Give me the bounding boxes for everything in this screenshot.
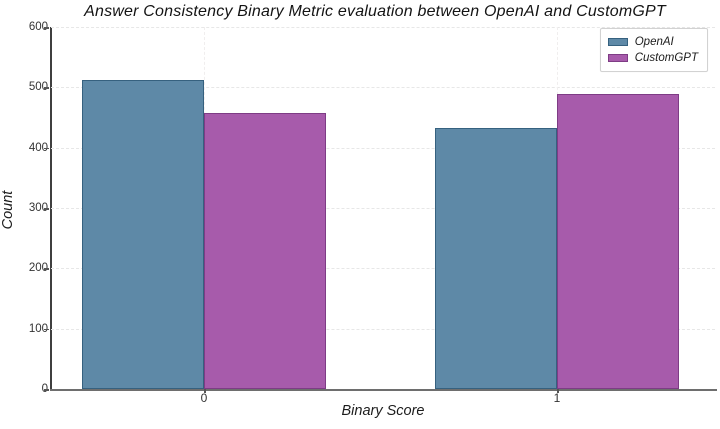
gridline-y-600 bbox=[51, 27, 715, 28]
y-tick-mark-300 bbox=[44, 208, 49, 210]
legend: OpenAI CustomGPT bbox=[599, 28, 708, 72]
x-tick-label-1: 1 bbox=[553, 391, 561, 405]
plot-area bbox=[50, 27, 717, 391]
y-tick-mark-400 bbox=[44, 147, 49, 150]
y-tick-label-500: 500 bbox=[28, 81, 48, 94]
y-tick-mark-500 bbox=[44, 87, 49, 89]
gridline-y-500 bbox=[51, 87, 715, 89]
legend-label-openai: OpenAI bbox=[634, 36, 674, 48]
legend-swatch-openai bbox=[607, 38, 628, 46]
legend-swatch-customgpt bbox=[607, 54, 628, 62]
legend-label-customgpt: CustomGPT bbox=[634, 52, 698, 64]
gridline-y-300 bbox=[51, 208, 715, 209]
y-tick-mark-0 bbox=[44, 389, 49, 391]
y-tick-label-200: 200 bbox=[28, 262, 48, 275]
y-tick-label-100: 100 bbox=[28, 322, 48, 335]
bar-openai-1 bbox=[435, 128, 557, 389]
chart-title: Answer Consistency Binary Metric evaluat… bbox=[84, 3, 666, 20]
gridline-y-200 bbox=[51, 268, 715, 270]
y-tick-label-300: 300 bbox=[28, 202, 48, 214]
y-tick-label-600: 600 bbox=[28, 21, 48, 33]
x-tick-label-0: 0 bbox=[200, 391, 208, 405]
legend-item-customgpt: CustomGPT bbox=[607, 50, 698, 66]
x-tick-mark-1 bbox=[557, 389, 559, 393]
y-tick-mark-100 bbox=[44, 328, 49, 331]
bar-customgpt-1 bbox=[557, 94, 679, 389]
gridline-y-400 bbox=[51, 147, 715, 149]
bar-openai-0 bbox=[82, 79, 204, 389]
y-tick-mark-200 bbox=[44, 268, 49, 270]
x-axis-spine bbox=[50, 389, 717, 391]
legend-item-openai: OpenAI bbox=[607, 34, 698, 50]
bar-customgpt-0 bbox=[204, 113, 326, 389]
gridline-y-100 bbox=[51, 328, 715, 330]
y-tick-label-0: 0 bbox=[8, 383, 48, 395]
y-tick-label-400: 400 bbox=[28, 141, 48, 154]
x-axis-label: Binary Score bbox=[341, 403, 425, 419]
x-tick-mark-0 bbox=[204, 389, 206, 393]
y-tick-mark-600 bbox=[44, 27, 49, 29]
